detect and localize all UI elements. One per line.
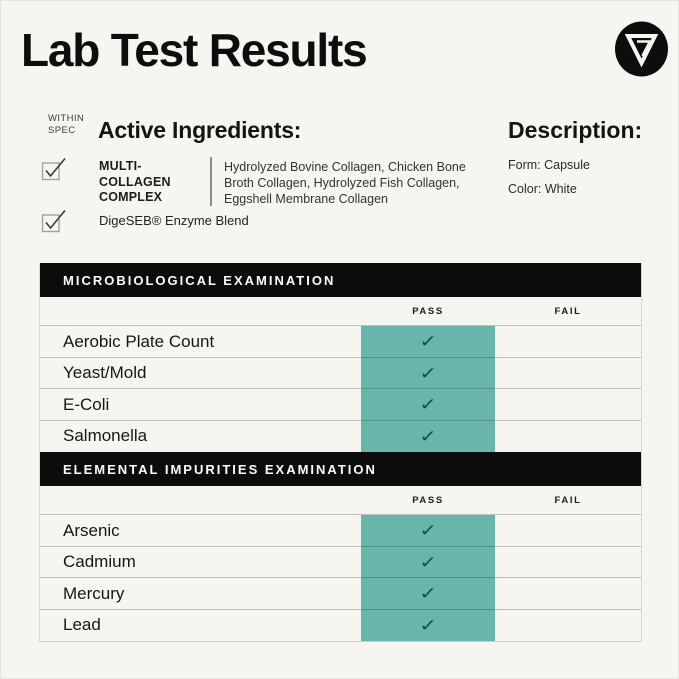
table-row: Aerobic Plate Count ✓ bbox=[40, 326, 641, 358]
fail-cell bbox=[495, 578, 641, 610]
page-title: Lab Test Results bbox=[21, 24, 368, 76]
table-row: Lead ✓ bbox=[40, 609, 641, 642]
pass-cell: ✓ bbox=[361, 326, 495, 358]
fail-column-header: FAIL bbox=[554, 306, 582, 317]
ingredient-details: Hydrolyzed Bovine Collagen, Chicken Bone… bbox=[224, 160, 466, 206]
pass-check-icon: ✓ bbox=[419, 332, 437, 352]
pass-check-icon: ✓ bbox=[419, 615, 437, 635]
ingredient-name: MULTI-COLLAGEN COMPLEX bbox=[99, 159, 171, 204]
fail-cell bbox=[495, 389, 641, 421]
table-row: E-Coli ✓ bbox=[40, 389, 641, 421]
section-header-microbiological: MICROBIOLOGICAL EXAMINATION bbox=[40, 263, 641, 297]
pass-check-icon: ✓ bbox=[419, 552, 437, 572]
description-form: Form: Capsule bbox=[508, 158, 590, 172]
row-label: Lead bbox=[63, 615, 101, 635]
table-row: Salmonella ✓ bbox=[40, 420, 641, 453]
column-header-spacer bbox=[40, 297, 361, 326]
ingredient-name: DigeSEB® Enzyme Blend bbox=[99, 213, 249, 228]
description-heading: Description: bbox=[508, 117, 643, 143]
row-label: Aerobic Plate Count bbox=[63, 331, 215, 351]
row-label: Cadmium bbox=[63, 552, 136, 572]
within-spec-label: WITHIN SPEC bbox=[48, 113, 85, 136]
pass-check-icon: ✓ bbox=[419, 363, 437, 383]
pass-cell: ✓ bbox=[361, 389, 495, 421]
row-label: Mercury bbox=[63, 583, 125, 603]
table-row: Arsenic ✓ bbox=[40, 515, 641, 547]
within-spec-checkbox-icon bbox=[41, 210, 66, 233]
fail-cell bbox=[495, 515, 641, 547]
lab-results-table: MICROBIOLOGICAL EXAMINATION PASS FAIL Ae… bbox=[39, 263, 642, 642]
fail-cell bbox=[495, 610, 641, 642]
column-header-spacer bbox=[40, 486, 361, 515]
pass-cell: ✓ bbox=[361, 515, 495, 547]
active-ingredients-heading: Active Ingredients: bbox=[98, 117, 302, 143]
within-spec-checkbox-icon bbox=[41, 158, 66, 181]
fail-column-header: FAIL bbox=[554, 495, 582, 506]
table-row: Mercury ✓ bbox=[40, 578, 641, 610]
table-row: Cadmium ✓ bbox=[40, 546, 641, 579]
table-row: Yeast/Mold ✓ bbox=[40, 357, 641, 390]
pass-check-icon: ✓ bbox=[419, 584, 437, 604]
description-color: Color: White bbox=[508, 182, 577, 196]
column-header-row: PASS FAIL bbox=[40, 486, 641, 515]
pass-cell: ✓ bbox=[361, 357, 495, 389]
fail-cell bbox=[495, 358, 641, 390]
pass-column-header: PASS bbox=[412, 495, 444, 506]
section-header-elemental-impurities: ELEMENTAL IMPURITIES EXAMINATION bbox=[40, 452, 641, 486]
pass-check-icon: ✓ bbox=[419, 395, 437, 415]
row-label: Yeast/Mold bbox=[63, 363, 147, 383]
pass-cell: ✓ bbox=[361, 420, 495, 452]
row-label: Salmonella bbox=[63, 426, 148, 446]
fail-cell bbox=[495, 326, 641, 358]
brand-logo-icon bbox=[615, 21, 668, 77]
fail-cell bbox=[495, 421, 641, 453]
pass-cell: ✓ bbox=[361, 578, 495, 610]
vertical-divider bbox=[210, 157, 212, 206]
column-header-row: PASS FAIL bbox=[40, 297, 641, 326]
pass-check-icon: ✓ bbox=[419, 426, 437, 446]
pass-cell: ✓ bbox=[361, 609, 495, 641]
pass-cell: ✓ bbox=[361, 546, 495, 578]
pass-column-header: PASS bbox=[412, 306, 444, 317]
pass-check-icon: ✓ bbox=[419, 521, 437, 541]
row-label: Arsenic bbox=[63, 520, 120, 540]
row-label: E-Coli bbox=[63, 394, 110, 414]
fail-cell bbox=[495, 547, 641, 579]
